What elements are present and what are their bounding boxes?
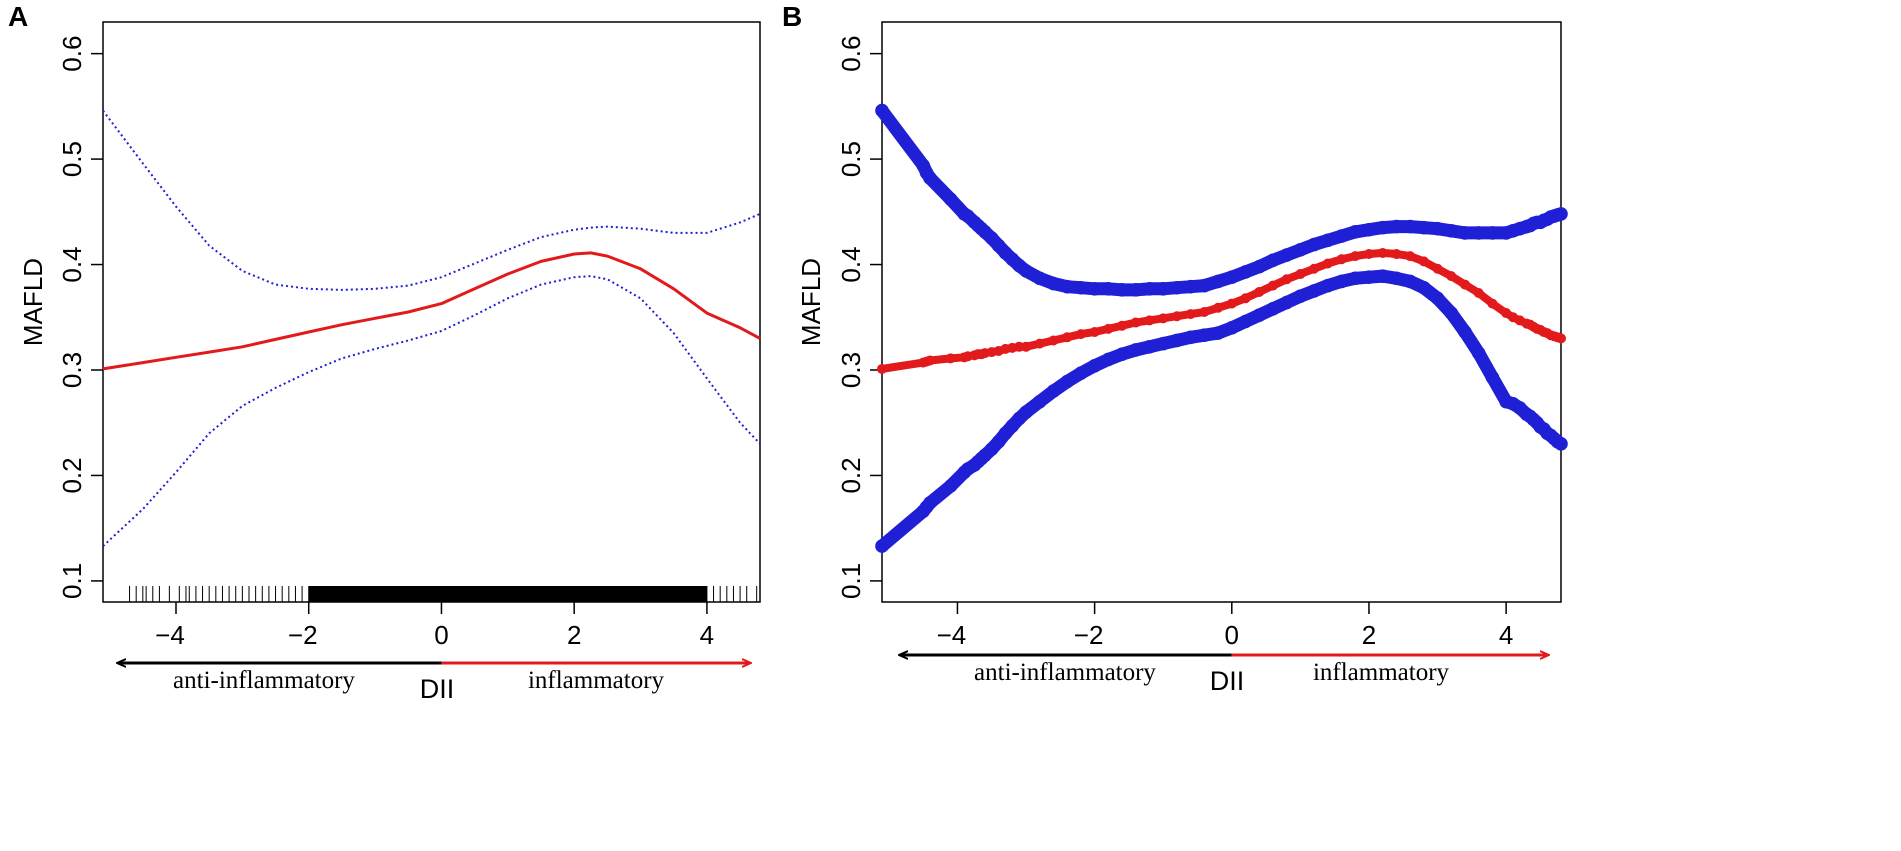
x-tick-label: 0 xyxy=(434,620,448,650)
y-tick-label: 0.4 xyxy=(836,246,866,282)
lower-ci-point-cloud xyxy=(875,269,1568,553)
y-axis-label: MAFLD xyxy=(18,258,48,346)
panel-b: B 0.1 0.2 0.3 0.4 0.5 0.6 MAFLD −4 −2 0 2 4 anti-infl… xyxy=(782,1,1568,696)
upper-ci-line xyxy=(102,109,761,291)
inflammatory-label: inflammatory xyxy=(528,667,665,694)
plot-frame xyxy=(881,21,1562,603)
anti-inflammatory-label: anti-inflammatory xyxy=(974,659,1156,686)
lower-ci-line xyxy=(102,275,761,547)
x-tick-label: −4 xyxy=(937,620,967,650)
y-tick-label: 0.5 xyxy=(57,141,87,177)
x-axis-label: DII xyxy=(1210,666,1245,696)
y-tick-label: 0.6 xyxy=(836,36,866,72)
x-tick-label: −2 xyxy=(288,620,318,650)
x-tick-label: −2 xyxy=(1074,620,1104,650)
anti-inflammatory-label: anti-inflammatory xyxy=(173,667,355,694)
rug-dense-block xyxy=(308,586,707,602)
x-tick-label: 0 xyxy=(1225,620,1239,650)
x-tick-label: −4 xyxy=(155,620,185,650)
fit-point-cloud xyxy=(878,248,1565,373)
y-tick-label: 0.5 xyxy=(836,141,866,177)
panel-letter: A xyxy=(8,1,28,32)
y-axis-label: MAFLD xyxy=(796,258,826,346)
plot-frame xyxy=(102,21,761,603)
y-tick-label: 0.4 xyxy=(57,246,87,282)
y-tick-label: 0.2 xyxy=(836,457,866,493)
x-tick-label: 2 xyxy=(567,620,581,650)
panel-letter: B xyxy=(782,1,802,32)
y-tick-label: 0.6 xyxy=(57,36,87,72)
y-tick-label: 0.3 xyxy=(57,352,87,388)
y-tick-label: 0.1 xyxy=(836,563,866,599)
fit-line xyxy=(102,251,761,371)
panel-a: A 0.1 0.2 0.3 0.4 0.5 0.6 MAFLD −4 −2 0 2 4 anti-infl… xyxy=(8,1,761,704)
y-tick-label: 0.1 xyxy=(57,563,87,599)
x-axis-label: DII xyxy=(420,674,455,704)
inflammatory-label: inflammatory xyxy=(1313,659,1450,686)
x-tick-label: 2 xyxy=(1362,620,1376,650)
y-tick-label: 0.3 xyxy=(836,352,866,388)
upper-ci-point-cloud xyxy=(875,104,1568,297)
x-tick-label: 4 xyxy=(1499,620,1513,650)
y-tick-label: 0.2 xyxy=(57,457,87,493)
x-tick-label: 4 xyxy=(700,620,714,650)
